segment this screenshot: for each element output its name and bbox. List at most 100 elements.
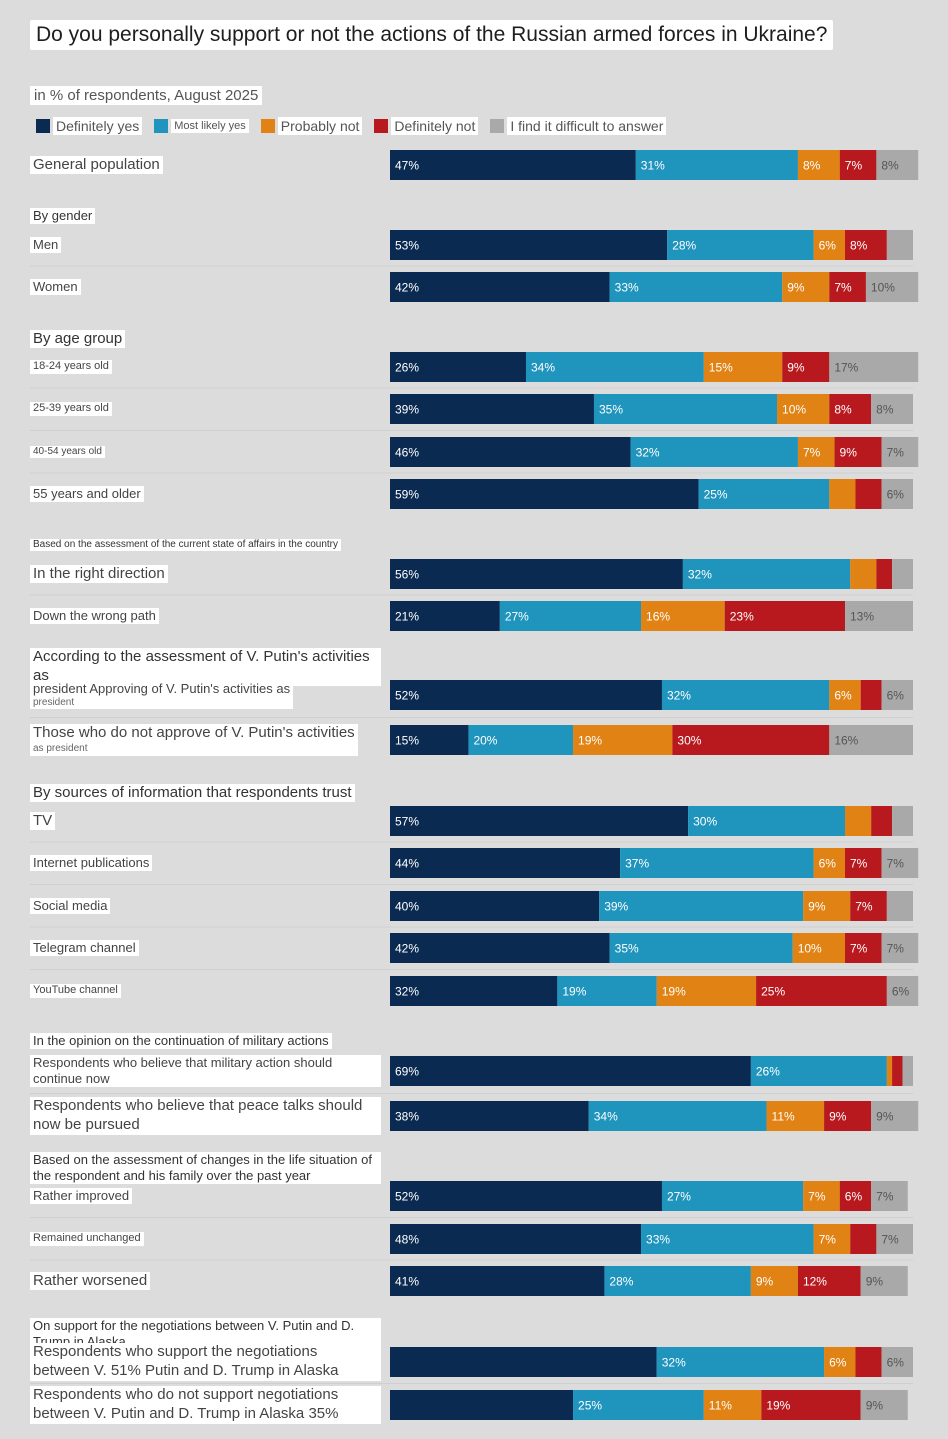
data-label: 35% <box>599 403 623 417</box>
data-label: 6% <box>819 239 837 253</box>
data-label: 35% <box>615 942 639 956</box>
bar-segment <box>871 1101 919 1131</box>
row-label-text: Remained unchanged <box>33 1232 141 1245</box>
bar-segment <box>390 479 699 509</box>
data-label: 9% <box>787 361 805 375</box>
data-label: 27% <box>667 1190 691 1204</box>
data-label: 8% <box>876 403 894 417</box>
bar-segment <box>839 150 877 180</box>
bar-segment <box>557 976 657 1006</box>
bar-segment <box>886 976 919 1006</box>
bar-segment <box>641 1224 814 1254</box>
bar-segment <box>881 848 919 878</box>
bar-segment <box>703 1390 762 1420</box>
data-label: 26% <box>395 361 419 375</box>
data-label: 57% <box>395 815 419 829</box>
data-label: 37% <box>625 857 649 871</box>
data-label: 25% <box>761 985 785 999</box>
legend-item-difficult-to-answer: I find it difficult to answer <box>490 117 667 135</box>
data-label: 25% <box>578 1399 602 1413</box>
row-label-text: In the right direction <box>33 564 165 582</box>
row-label-note: president <box>33 696 75 708</box>
row-label-text: General population <box>33 155 160 173</box>
data-label: 7% <box>887 446 905 460</box>
bar-segment <box>902 1056 913 1086</box>
row-label: Respondents who support the negotiations… <box>30 1343 381 1381</box>
bar-segment <box>829 725 913 755</box>
bar-segment <box>845 933 882 963</box>
bar-segment <box>871 806 893 836</box>
bar-segment <box>390 230 668 260</box>
bar-segment <box>845 230 887 260</box>
legend-label: Definitely yes <box>53 117 143 135</box>
bar-segment <box>688 806 846 836</box>
bar-segment <box>845 806 872 836</box>
bar-segment <box>829 394 872 424</box>
bar-segment <box>792 933 846 963</box>
bar-segment <box>782 272 830 302</box>
data-label: 8% <box>803 159 821 173</box>
row-label-text: 55 years and older <box>33 485 141 501</box>
bar-segment <box>525 352 704 382</box>
bar-segment <box>390 1347 657 1377</box>
bar-segment <box>656 976 757 1006</box>
data-label: 7% <box>876 1190 894 1204</box>
data-label: 39% <box>604 900 628 914</box>
bar-segment <box>468 725 574 755</box>
data-label: 16% <box>834 734 858 748</box>
data-label: 7% <box>887 942 905 956</box>
row-label: 55 years and older <box>30 485 144 503</box>
row-label: Down the wrong path <box>30 607 159 625</box>
data-label: 25% <box>704 488 728 502</box>
row-label-text: YouTube channel <box>33 984 118 997</box>
row-label-text: 25-39 years old <box>33 402 109 415</box>
bar-segment <box>803 1181 840 1211</box>
bar-segment <box>661 1181 804 1211</box>
bar-segment <box>390 891 600 921</box>
bar-segment <box>390 806 689 836</box>
bar-segment <box>876 559 893 589</box>
legend-item-definitely-yes: Definitely yes <box>36 117 143 135</box>
bar-segment <box>390 394 594 424</box>
data-label: 32% <box>667 689 691 703</box>
data-label: 28% <box>672 239 696 253</box>
data-label: 6% <box>845 1190 863 1204</box>
row-label: Rather improved <box>30 1187 133 1205</box>
data-label: 53% <box>395 239 419 253</box>
row-label-text: Down the wrong path <box>33 607 156 623</box>
row-label-text: Respondents who support the negotiations… <box>33 1343 339 1379</box>
row-label-text: 40-54 years old <box>33 445 102 457</box>
data-label: 44% <box>395 857 419 871</box>
data-label: 47% <box>395 159 419 173</box>
bar-segment <box>797 437 835 467</box>
bar-segment <box>698 479 830 509</box>
row-label: In the right direction <box>30 564 168 584</box>
bar-segment <box>672 725 830 755</box>
bar-segment <box>886 891 913 921</box>
bar-segment <box>824 1101 872 1131</box>
bar-segment <box>881 437 919 467</box>
bar-segment <box>845 601 913 631</box>
row-label: Women <box>30 278 81 296</box>
bar-segment <box>390 1181 662 1211</box>
data-label: 10% <box>798 942 822 956</box>
bar-segment <box>881 1347 913 1377</box>
bar-segment <box>750 1056 887 1086</box>
bar-segment <box>845 848 882 878</box>
data-label: 7% <box>819 1233 837 1247</box>
data-label: 38% <box>395 1110 419 1124</box>
data-label: 7% <box>850 942 868 956</box>
data-label: 19% <box>662 985 686 999</box>
row-label: YouTube channel <box>30 984 121 998</box>
legend-label: Probably not <box>277 117 363 135</box>
legend-swatch <box>374 119 389 133</box>
bar-segment <box>667 230 814 260</box>
row-label-text: Respondents who do not support negotiati… <box>33 1386 339 1422</box>
data-label: 34% <box>594 1110 618 1124</box>
bar-segment <box>390 1390 574 1420</box>
group-label-age: By age group <box>30 329 126 349</box>
bar-segment <box>724 601 846 631</box>
bar-segment <box>620 848 814 878</box>
bar-segment <box>782 352 830 382</box>
data-label: 41% <box>395 1275 419 1289</box>
